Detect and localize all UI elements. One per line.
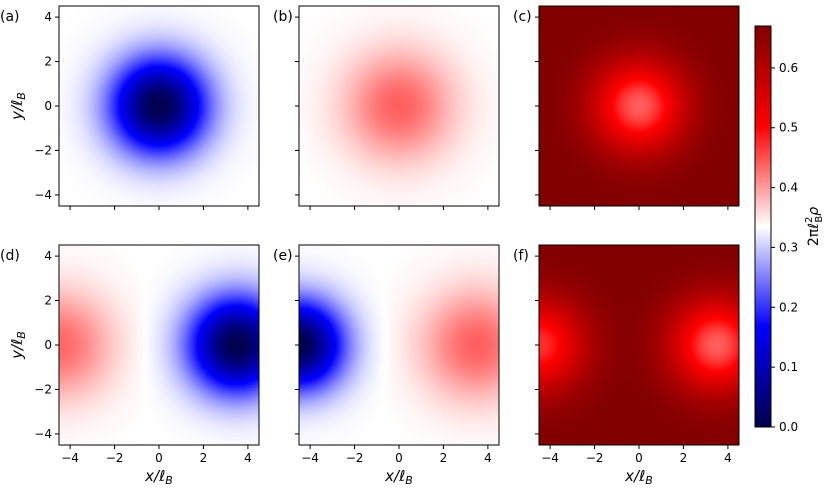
- heatmap-image: [539, 245, 739, 445]
- colorbar: 0.0 0.1 0.2 0.3 0.4 0.5 0.6 2πℓ2Bρ: [754, 25, 825, 434]
- y-axis-label: y/ℓB: [8, 92, 28, 121]
- y-tick-label: 0: [44, 338, 52, 352]
- panel-b: (b): [273, 5, 500, 210]
- x-tick-label: 2: [680, 451, 688, 465]
- colorbar-tick-label: 0.3: [779, 240, 798, 254]
- heatmap-image: [59, 6, 259, 206]
- colorbar-tick-label: 0.2: [779, 300, 798, 314]
- y-tick-label: 0: [44, 99, 52, 113]
- panel-label: (e): [273, 248, 293, 264]
- y-tick-label: −4: [34, 427, 52, 441]
- colorbar-gradient: [754, 25, 772, 428]
- panel-f: −4 −2 0 2 4 (f) x/ℓB: [513, 244, 740, 487]
- x-tick-label: −2: [346, 451, 364, 465]
- panel-a: −4 −2 0 2 4 (a) y/ℓB: [0, 5, 260, 210]
- x-tick-label: 0: [635, 451, 643, 465]
- colorbar-label: 2πℓ2Bρ: [804, 207, 825, 246]
- panel-label: (c): [513, 9, 532, 25]
- colorbar-tick-label: 0.4: [779, 181, 798, 195]
- x-tick-label: −2: [586, 451, 604, 465]
- colorbar-tick-label: 0.1: [779, 360, 798, 374]
- x-tick-label: 2: [440, 451, 448, 465]
- y-axis-label: y/ℓB: [8, 331, 28, 360]
- y-tick-label: −2: [34, 382, 52, 396]
- x-axis-label: x/ℓB: [384, 467, 413, 487]
- y-tick-label: 4: [44, 249, 52, 263]
- y-tick-label: 4: [44, 10, 52, 24]
- x-tick-label: 4: [724, 451, 732, 465]
- x-tick-label: 0: [155, 451, 163, 465]
- x-axis-label: x/ℓB: [144, 467, 173, 487]
- heatmap-image: [299, 6, 499, 206]
- x-tick-label: −4: [61, 451, 79, 465]
- panel-label: (a): [0, 9, 20, 25]
- panel-d: −4 −2 0 2 4 −4 −2 0 2 4 (d) x/ℓB y/ℓB: [0, 244, 260, 487]
- panel-c: (c): [513, 5, 740, 210]
- x-tick-label: −4: [301, 451, 319, 465]
- x-axis-label: x/ℓB: [624, 467, 653, 487]
- x-tick-label: −2: [106, 451, 124, 465]
- x-tick-label: 4: [244, 451, 252, 465]
- heatmap-image: [59, 245, 259, 445]
- panel-label: (f): [513, 248, 529, 264]
- heatmap-image: [299, 245, 499, 445]
- panel-label: (d): [0, 248, 20, 264]
- y-tick-label: 2: [44, 294, 52, 308]
- y-tick-label: 2: [44, 55, 52, 69]
- colorbar-tick-label: 0.0: [779, 420, 798, 434]
- x-tick-label: 2: [200, 451, 208, 465]
- panel-label: (b): [273, 9, 293, 25]
- heatmap-image: [539, 6, 739, 206]
- y-tick-label: −4: [34, 188, 52, 202]
- y-tick-label: −2: [34, 143, 52, 157]
- colorbar-tick-label: 0.6: [779, 61, 798, 75]
- x-tick-label: 4: [484, 451, 492, 465]
- colorbar-tick-label: 0.5: [779, 121, 798, 135]
- x-tick-label: −4: [541, 451, 559, 465]
- panel-e: −4 −2 0 2 4 (e) x/ℓB: [273, 244, 500, 487]
- x-tick-label: 0: [395, 451, 403, 465]
